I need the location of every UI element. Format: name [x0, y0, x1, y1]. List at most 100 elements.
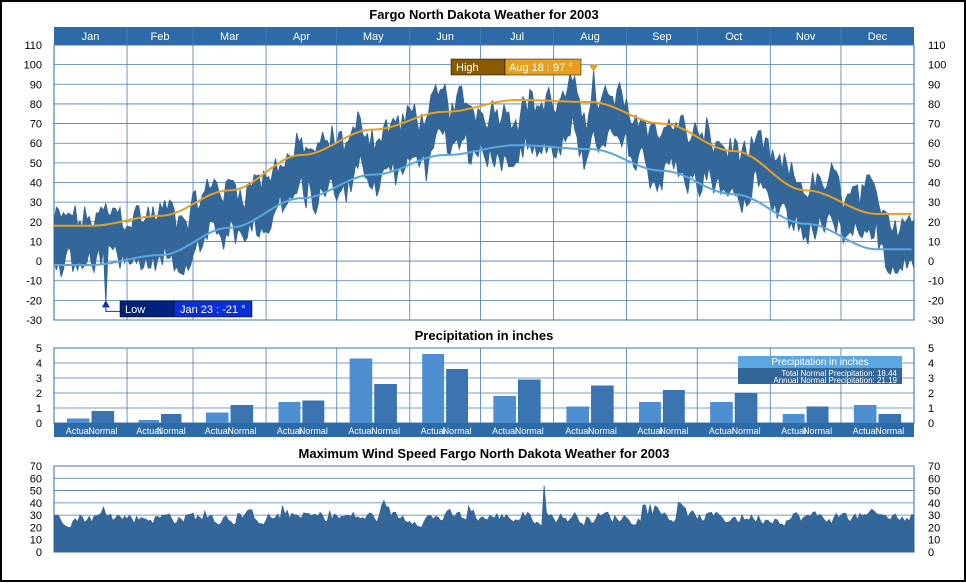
precipitation-chart-title: Precipitation in inches: [415, 328, 554, 343]
month-label: Nov: [796, 31, 816, 43]
y-tick-label-right: 40: [928, 178, 940, 190]
temperature-chart: Fargo North Dakota Weather for 2003 Jan F…: [24, 7, 947, 327]
precip-bar-actual: [710, 402, 733, 423]
y-tick-label-right: 50: [928, 486, 940, 498]
normal-low-line: [54, 144, 912, 266]
precip-bar-actual: [138, 420, 160, 423]
precip-bar-normal: [302, 400, 325, 423]
month-label: Sep: [652, 31, 672, 43]
month-label: Apr: [293, 31, 310, 43]
precip-bar-normal: [517, 379, 541, 423]
precip-category-actual: Actual: [781, 426, 806, 436]
precip-legend-title-bg: [738, 356, 902, 368]
y-tick-label-right: 70: [928, 461, 940, 473]
month-label: Dec: [868, 31, 888, 43]
precip-bar-actual: [853, 405, 877, 423]
month-label: Feb: [151, 31, 170, 43]
month-label: Jan: [82, 31, 100, 43]
y-tick-label: 50: [30, 158, 42, 170]
month-label: Jun: [436, 31, 454, 43]
y-tick-label: 0: [36, 547, 42, 559]
y-tick-label-right: 90: [928, 79, 940, 91]
precip-category-normal: Normal: [157, 426, 186, 436]
wind-chart-title: Maximum Wind Speed Fargo North Dakota We…: [299, 446, 670, 461]
precip-category-normal: Normal: [227, 426, 256, 436]
precip-bar-normal: [230, 405, 254, 423]
y-tick-label-right: 20: [928, 522, 940, 534]
month-header-bar: [54, 27, 914, 45]
y-tick-label: 70: [30, 461, 42, 473]
month-label: Aug: [580, 31, 600, 43]
precipitation-label-bar: [54, 423, 914, 437]
record-high-value-box: [504, 58, 582, 76]
precip-category-actual: Actual: [348, 426, 373, 436]
precip-bar-normal: [734, 393, 758, 423]
record-high-label: High: [456, 62, 479, 74]
month-label: Mar: [220, 31, 239, 43]
precip-category-normal: Normal: [371, 426, 400, 436]
y-tick-label: 5: [36, 343, 42, 355]
precip-category-actual: Actual: [277, 426, 302, 436]
precip-category-normal: Normal: [443, 426, 472, 436]
precip-category-actual: Actual: [492, 426, 517, 436]
precip-bar-normal: [374, 384, 397, 423]
y-tick-label: 0: [36, 256, 42, 268]
y-tick-label-right: -10: [928, 276, 944, 288]
precip-legend-title: Precipitation in inches: [771, 357, 868, 368]
daily-temperature-range: [53, 70, 915, 303]
precip-category-normal: Normal: [588, 426, 617, 436]
precip-bar-normal: [446, 369, 469, 423]
y-tick-label-right: 4: [928, 358, 934, 370]
precip-bar-normal: [806, 406, 829, 423]
y-tick-label-right: 10: [928, 535, 940, 547]
y-tick-label: 2: [36, 388, 42, 400]
y-tick-label-right: 70: [928, 119, 940, 131]
y-tick-label-right: 0: [928, 547, 934, 559]
precip-category-normal: Normal: [515, 426, 544, 436]
y-tick-label-right: 30: [928, 510, 940, 522]
precip-bar-actual: [493, 396, 516, 423]
record-low-label: Low: [125, 304, 145, 316]
y-tick-label-right: 80: [928, 99, 940, 111]
y-tick-label: 10: [30, 535, 42, 547]
precip-category-normal: Normal: [88, 426, 117, 436]
y-tick-label: 100: [24, 60, 42, 72]
y-tick-label: -30: [26, 315, 42, 327]
precip-category-actual: Actual: [205, 426, 230, 436]
y-tick-label-right: 0: [928, 418, 934, 430]
month-label: Oct: [725, 31, 742, 43]
precip-bar-actual: [782, 414, 805, 423]
normal-high-line: [54, 99, 912, 227]
record-low-value-box: [173, 300, 253, 318]
y-tick-label-right: -20: [928, 295, 944, 307]
temperature-chart-title: Fargo North Dakota Weather for 2003: [369, 7, 598, 22]
precip-bar-normal: [878, 414, 902, 423]
y-tick-label: 70: [30, 119, 42, 131]
month-label: May: [363, 31, 384, 43]
precip-category-actual: Actual: [637, 426, 662, 436]
y-tick-label: 50: [30, 486, 42, 498]
precip-category-normal: Normal: [732, 426, 761, 436]
record-low-connector: [105, 307, 120, 312]
precip-category-actual: Actual: [421, 426, 446, 436]
precip-bar-actual: [422, 354, 445, 423]
y-tick-label: 40: [30, 498, 42, 510]
precip-bar-actual: [66, 418, 90, 423]
y-tick-label-right: 3: [928, 373, 934, 385]
y-tick-label: 40: [30, 178, 42, 190]
y-tick-label: 20: [30, 522, 42, 534]
y-tick-label: 4: [36, 358, 42, 370]
precip-category-actual: Actual: [136, 426, 161, 436]
precip-category-actual: Actual: [565, 426, 590, 436]
y-tick-label: 1: [36, 403, 42, 415]
y-tick-label: 10: [30, 236, 42, 248]
y-tick-label-right: 60: [928, 138, 940, 150]
y-tick-label: 90: [30, 79, 42, 91]
wind-speed-area: [53, 485, 915, 553]
y-tick-label: 30: [30, 510, 42, 522]
y-tick-label: -20: [26, 295, 42, 307]
y-tick-label: 30: [30, 197, 42, 209]
precip-category-normal: Normal: [875, 426, 904, 436]
